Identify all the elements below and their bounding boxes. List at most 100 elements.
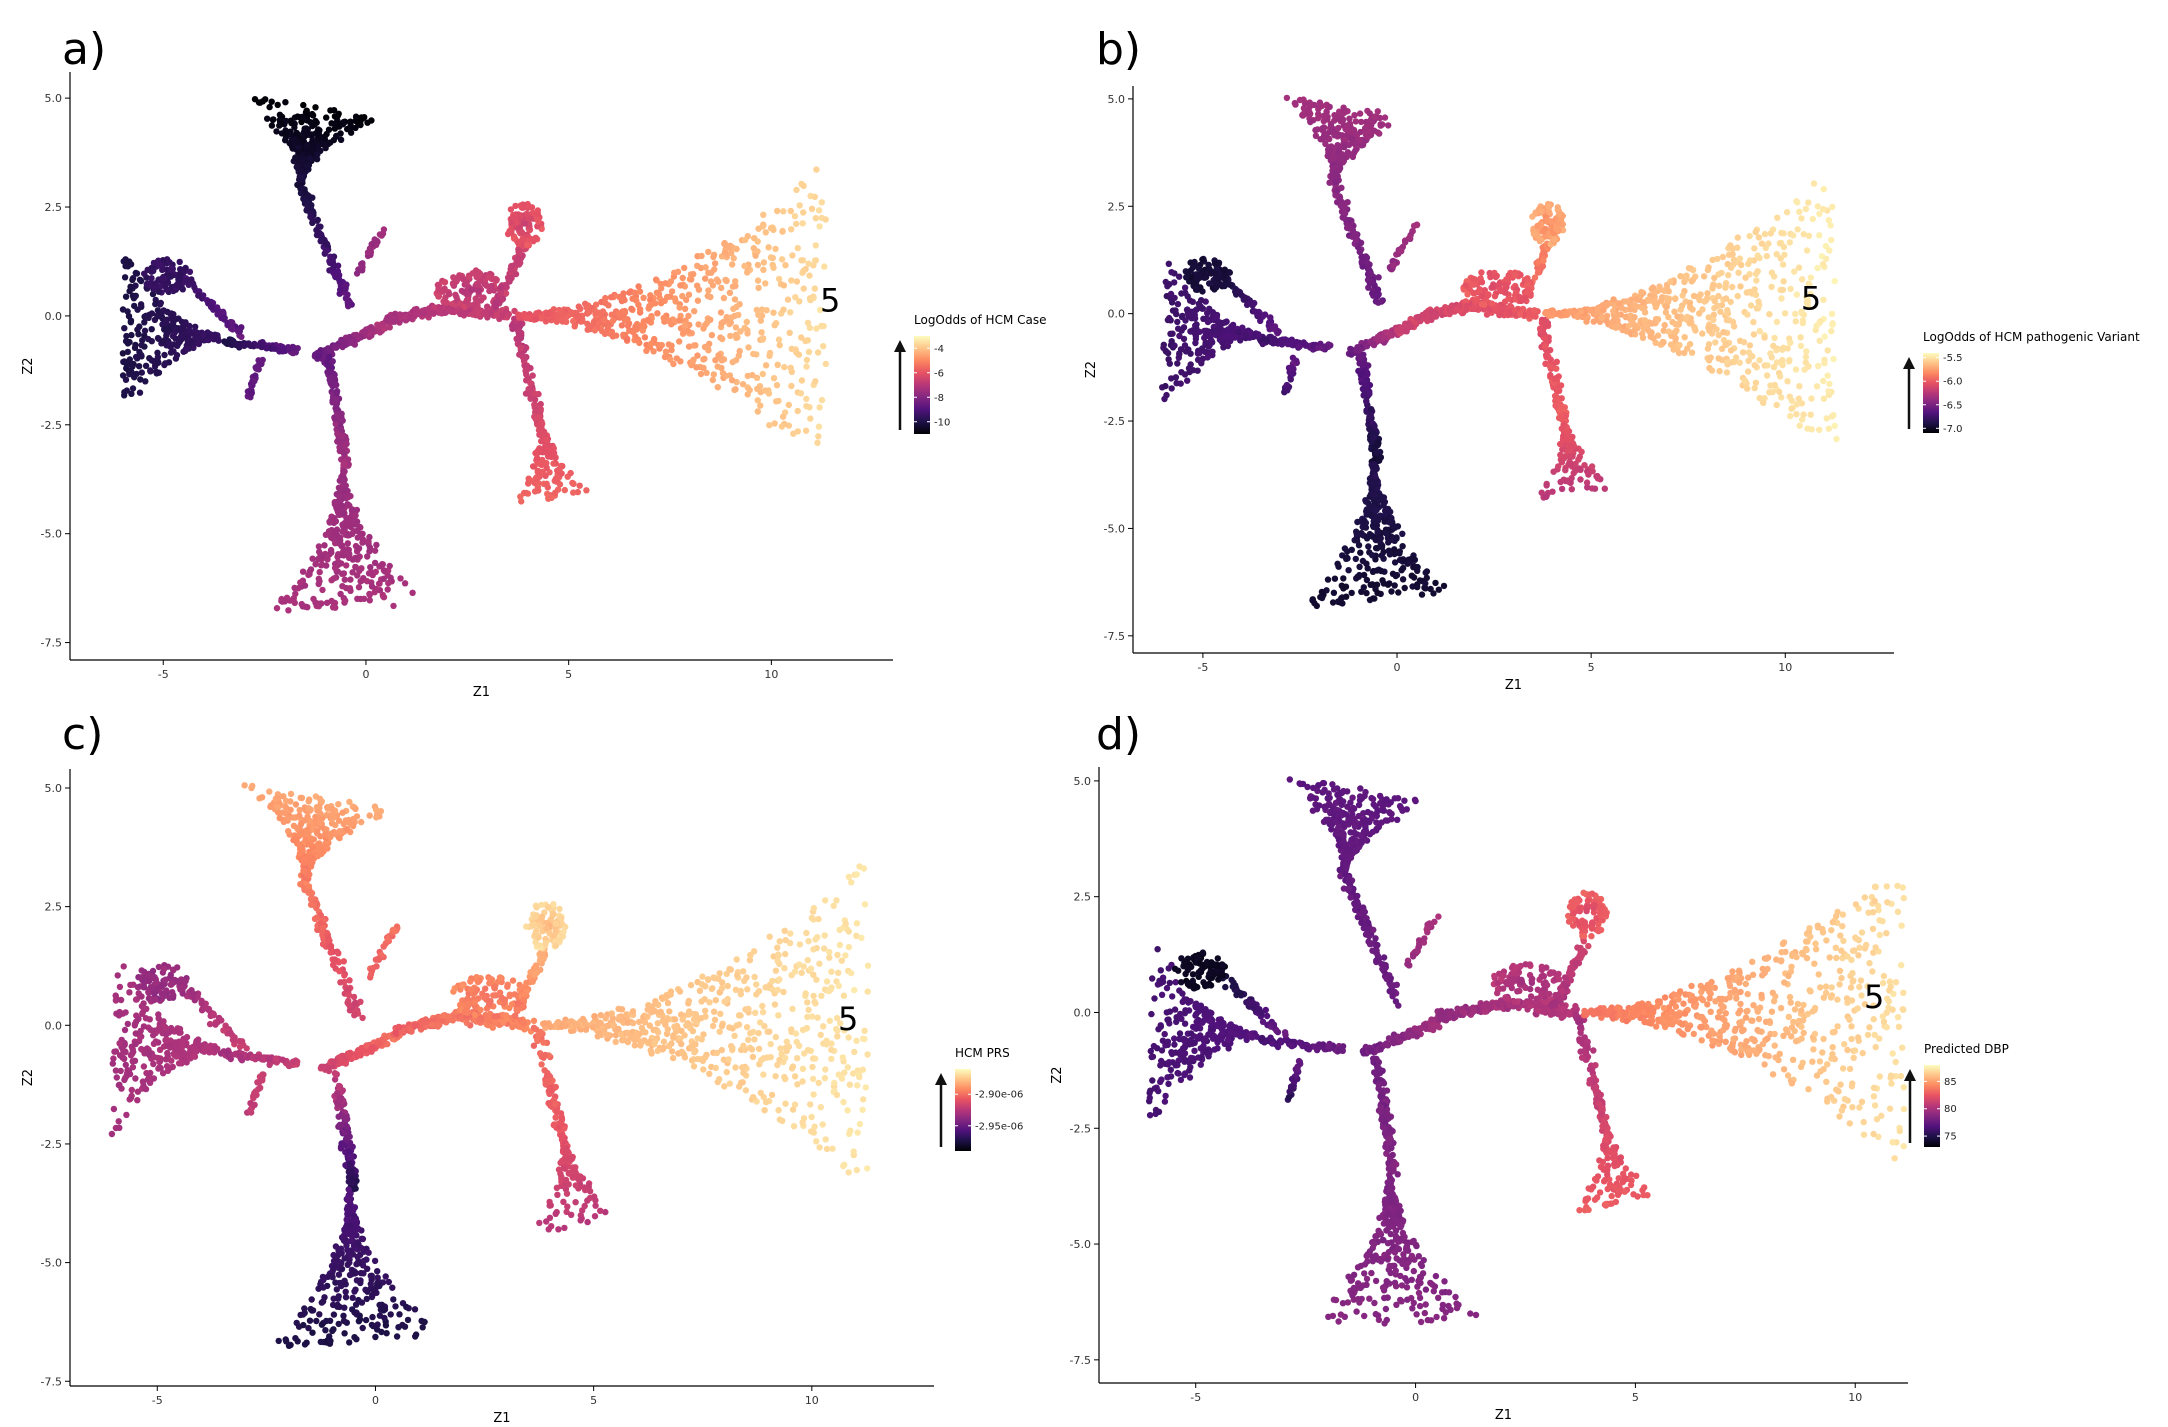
data-point xyxy=(1367,512,1374,519)
data-point xyxy=(552,489,559,496)
data-point xyxy=(762,362,770,369)
data-point xyxy=(769,261,776,269)
data-point xyxy=(1300,96,1307,103)
data-point xyxy=(1552,402,1559,409)
data-point xyxy=(1380,580,1387,587)
data-point xyxy=(1180,335,1188,343)
data-point xyxy=(731,386,738,394)
data-point xyxy=(348,518,355,526)
data-point xyxy=(693,364,700,371)
data-point xyxy=(1347,345,1354,353)
data-point xyxy=(340,478,347,485)
data-point xyxy=(690,270,697,278)
data-point xyxy=(816,404,823,411)
data-point xyxy=(1332,179,1339,186)
data-point xyxy=(1661,321,1668,329)
data-point xyxy=(1284,387,1291,394)
data-point xyxy=(240,342,248,349)
data-point xyxy=(1352,118,1359,125)
data-point xyxy=(1471,303,1478,310)
data-point xyxy=(359,530,366,537)
data-point xyxy=(1206,305,1213,312)
data-point xyxy=(271,345,278,352)
data-point xyxy=(753,306,760,314)
data-point xyxy=(1363,384,1371,391)
data-point xyxy=(717,309,725,316)
data-point xyxy=(1228,323,1236,330)
data-point xyxy=(1348,589,1355,597)
data-point xyxy=(1729,283,1736,291)
data-point xyxy=(1559,221,1566,228)
data-point xyxy=(347,123,354,130)
data-point xyxy=(545,450,552,457)
data-point xyxy=(155,288,162,295)
data-point xyxy=(1185,365,1193,372)
data-point xyxy=(314,556,322,563)
data-point xyxy=(655,290,663,298)
data-point xyxy=(769,254,776,262)
data-point xyxy=(343,584,350,592)
data-point xyxy=(392,310,399,317)
data-point xyxy=(360,595,368,602)
data-point xyxy=(441,285,448,292)
data-point xyxy=(545,495,552,502)
data-point xyxy=(266,103,273,111)
data-point xyxy=(168,266,175,274)
data-point xyxy=(1368,486,1375,493)
data-point xyxy=(737,328,744,335)
data-point xyxy=(798,257,805,264)
data-point xyxy=(821,263,828,270)
data-point xyxy=(1399,564,1407,572)
data-point xyxy=(727,332,734,340)
data-point xyxy=(337,136,345,143)
data-point xyxy=(352,554,359,562)
data-point xyxy=(262,96,269,103)
data-point xyxy=(137,376,144,383)
data-point xyxy=(1517,310,1524,318)
data-point xyxy=(793,220,800,228)
data-point xyxy=(1183,306,1191,314)
data-point xyxy=(1435,586,1442,593)
data-point xyxy=(1176,351,1183,358)
data-point xyxy=(1338,582,1345,589)
data-point xyxy=(755,311,762,319)
data-point xyxy=(543,480,550,487)
data-point xyxy=(760,266,767,273)
data-point xyxy=(315,543,323,550)
data-point xyxy=(1402,239,1409,246)
data-point xyxy=(327,348,335,355)
data-point xyxy=(338,502,346,509)
data-point xyxy=(778,256,786,263)
data-point xyxy=(1372,473,1379,480)
data-point xyxy=(1200,269,1207,276)
data-point xyxy=(280,346,287,353)
data-point xyxy=(1328,128,1335,135)
data-point xyxy=(1410,222,1418,230)
data-point xyxy=(661,353,669,361)
data-point xyxy=(328,597,335,605)
data-point xyxy=(1305,108,1313,115)
data-point xyxy=(1566,447,1574,454)
data-point xyxy=(166,259,173,266)
data-point xyxy=(602,294,609,302)
data-point xyxy=(340,570,348,577)
data-point xyxy=(681,322,688,329)
data-point xyxy=(788,382,795,390)
data-point xyxy=(760,211,767,218)
data-point xyxy=(762,229,769,236)
data-point xyxy=(252,372,259,379)
data-point xyxy=(1346,115,1353,122)
data-point xyxy=(264,115,271,122)
data-point xyxy=(766,352,773,359)
data-point xyxy=(753,374,761,381)
data-point xyxy=(609,317,617,324)
data-point xyxy=(1279,336,1286,343)
data-point xyxy=(1341,143,1348,151)
data-point xyxy=(131,302,138,310)
data-point xyxy=(1264,336,1271,344)
data-point xyxy=(325,362,332,369)
data-point xyxy=(161,351,168,359)
data-point xyxy=(1591,485,1599,492)
data-point xyxy=(141,319,148,326)
data-point xyxy=(1207,337,1215,344)
